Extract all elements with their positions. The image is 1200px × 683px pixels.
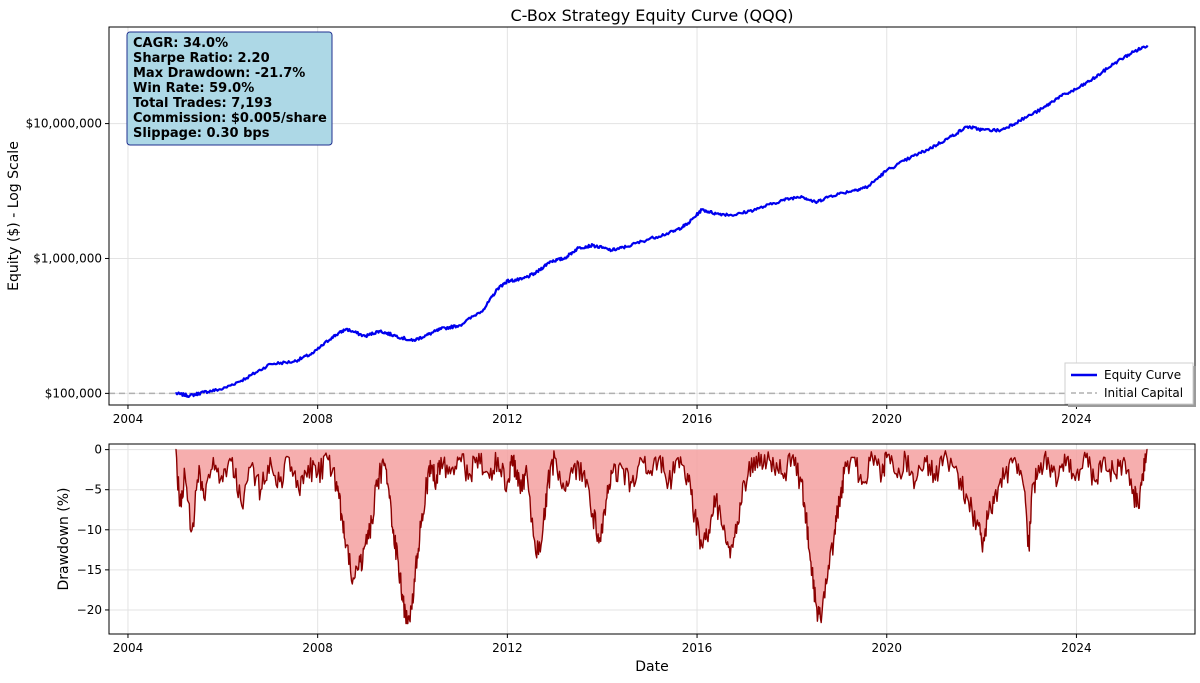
equity-y-axis-label: Equity ($) - Log Scale [6, 141, 22, 291]
equity-xtick-label: 2024 [1061, 412, 1092, 426]
drawdown-xtick-label: 2024 [1061, 641, 1092, 655]
stats-box: CAGR: 34.0% Sharpe Ratio: 2.20 Max Drawd… [126, 31, 333, 146]
stat-win-rate: Win Rate: 59.0% [133, 81, 254, 96]
drawdown-ytick-label: −15 [77, 563, 102, 577]
stat-cagr: CAGR: 34.0% [133, 36, 228, 51]
drawdown-plot-frame [108, 443, 1196, 635]
equity-ytick-label: $100,000 [45, 386, 102, 400]
equity-y-axis: $100,000 $1,000,000 $10,000,000 [26, 117, 109, 400]
drawdown-ytick-label: −10 [77, 523, 102, 537]
drawdown-y-axis-label: Drawdown (%) [56, 487, 72, 590]
drawdown-y-axis: 0 −5 −10 −15 −20 [77, 443, 109, 617]
equity-ytick-label: $10,000,000 [26, 117, 102, 131]
equity-plot-frame [108, 26, 1196, 406]
equity-xtick-label: 2020 [871, 412, 902, 426]
equity-series [175, 44, 1149, 398]
legend-frame [1064, 362, 1194, 405]
drawdown-series [175, 448, 1148, 625]
stats-box-background [126, 31, 333, 146]
stat-commission: Commission: $0.005/share [133, 111, 327, 126]
drawdown-xtick-label: 2004 [113, 641, 144, 655]
drawdown-x-axis: 2004 2008 2012 2016 2020 2024 [113, 634, 1092, 655]
equity-xtick-label: 2008 [302, 412, 333, 426]
drawdown-ytick-label: −5 [84, 483, 102, 497]
drawdown-line [175, 448, 1148, 625]
drawdown-x-axis-label: Date [635, 659, 668, 675]
stat-max-drawdown: Max Drawdown: -21.7% [133, 66, 305, 81]
equity-curve-line [175, 44, 1149, 398]
equity-xtick-label: 2004 [113, 412, 144, 426]
stat-sharpe: Sharpe Ratio: 2.20 [133, 51, 270, 66]
chart-title: C-Box Strategy Equity Curve (QQQ) [510, 6, 793, 25]
equity-xtick-label: 2016 [682, 412, 713, 426]
equity-xtick-label: 2012 [492, 412, 523, 426]
drawdown-xtick-label: 2008 [302, 641, 333, 655]
drawdown-ytick-label: −20 [77, 603, 102, 617]
legend-initial-capital-label: Initial Capital [1104, 386, 1183, 400]
equity-ytick-label: $1,000,000 [33, 251, 102, 265]
drawdown-area-fill [175, 449, 1148, 624]
drawdown-xtick-label: 2012 [492, 641, 523, 655]
stat-slippage: Slippage: 0.30 bps [133, 126, 270, 141]
drawdown-xtick-label: 2016 [682, 641, 713, 655]
stat-total-trades: Total Trades: 7,193 [133, 96, 272, 111]
drawdown-ytick-label: 0 [94, 443, 102, 457]
legend-equity-label: Equity Curve [1104, 368, 1181, 382]
drawdown-xtick-label: 2020 [871, 641, 902, 655]
legend: Equity Curve Initial Capital [1064, 362, 1196, 407]
equity-x-axis: 2004 2008 2012 2016 2020 2024 [113, 405, 1092, 426]
